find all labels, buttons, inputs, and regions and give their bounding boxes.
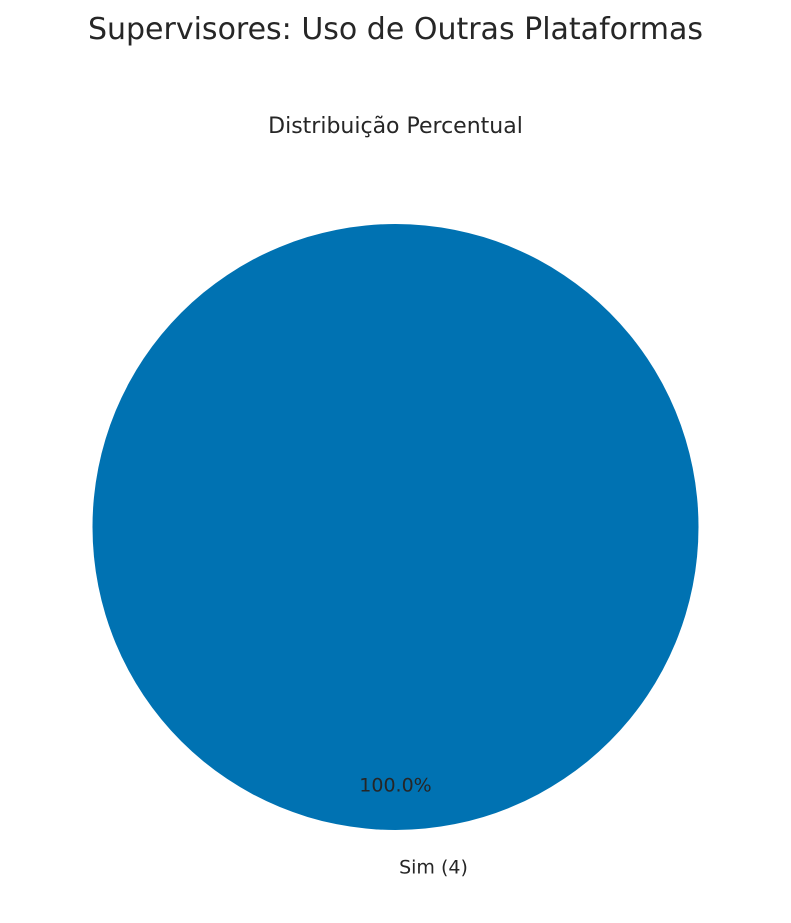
pie-slices — [92, 224, 699, 830]
pie-category-label: Sim (4) — [399, 856, 468, 878]
chart-title: Distribuição Percentual — [268, 114, 523, 139]
pie-labels: 100.0% Sim (4) — [359, 775, 468, 879]
chart-suptitle: Supervisores: Uso de Outras Plataformas — [87, 12, 704, 47]
pie-percent-label: 100.0% — [359, 775, 431, 797]
pie-slice-sim — [92, 224, 699, 830]
